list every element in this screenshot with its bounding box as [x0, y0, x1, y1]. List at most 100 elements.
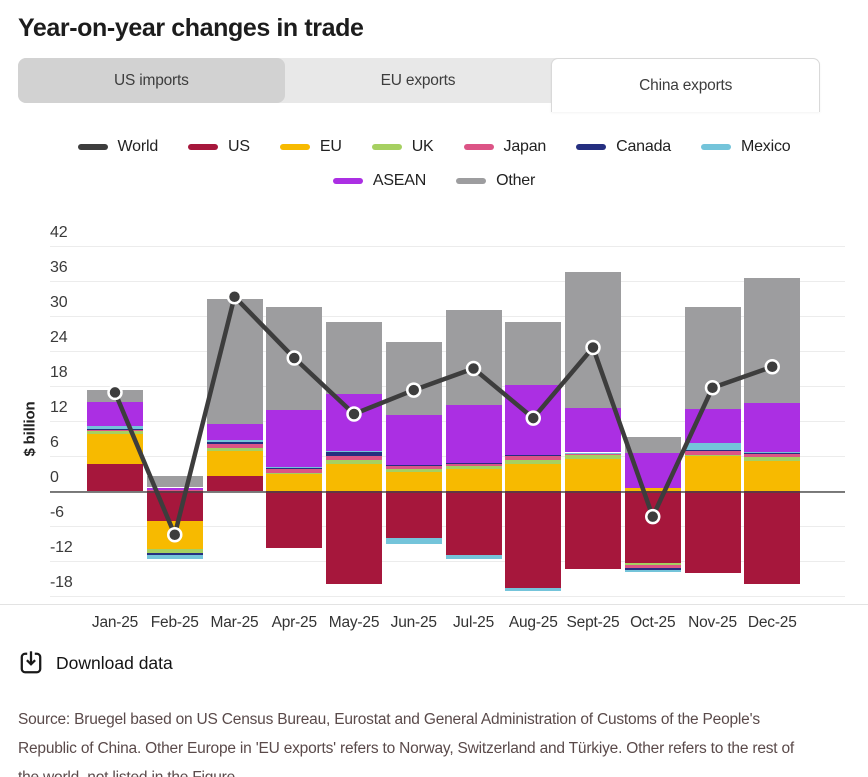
- bar-Nov-25-ASEAN: [684, 408, 741, 444]
- tab-bar: US imports EU exports China exports: [18, 58, 821, 112]
- legend-swatch-other: [456, 178, 487, 184]
- bar-Dec-25-EU: [744, 461, 801, 491]
- bar-Apr-25-Other: [266, 307, 323, 410]
- bar-Nov-25-Other: [684, 306, 741, 409]
- bar-Jan-25-Japan: [87, 429, 143, 431]
- legend-item-uk: UK: [371, 138, 434, 156]
- y-tick-label: 12: [50, 399, 68, 416]
- bar-Feb-25-Canada: [146, 552, 203, 555]
- bar-Nov-25-Canada: [684, 449, 741, 452]
- bar-May-25-US: [326, 491, 382, 585]
- bar-Jun-25-US: [385, 491, 442, 539]
- source-line-1: Source: Bruegel based on US Census Burea…: [18, 711, 760, 728]
- y-tick-label: 6: [50, 434, 59, 451]
- bar-Mar-25-UK: [206, 447, 263, 451]
- legend-label-eu: EU: [319, 138, 342, 155]
- bar-Jun-25-EU: [385, 471, 442, 491]
- gridline: [50, 596, 845, 597]
- bar-Apr-25-ASEAN: [266, 409, 323, 468]
- y-tick-label: 42: [50, 224, 68, 241]
- bar-Aug-25-ASEAN: [505, 385, 562, 456]
- bar-Aug-25-EU: [505, 464, 562, 491]
- legend-swatch-world: [77, 144, 108, 150]
- bar-Aug-25-UK: [505, 460, 562, 465]
- bar-May-25-Canada: [326, 451, 382, 456]
- bar-Mar-25-EU: [206, 450, 263, 476]
- bar-May-25-ASEAN: [326, 394, 382, 452]
- bar-May-25-EU: [326, 464, 382, 491]
- bar-Mar-25-Other: [206, 298, 263, 424]
- legend-item-mexico: Mexico: [700, 138, 791, 156]
- bar-Feb-25-Mexico: [146, 554, 203, 559]
- bar-Mar-25-US: [206, 475, 263, 491]
- bar-Oct-25-Japan: [624, 565, 681, 568]
- bar-May-25-UK: [326, 459, 382, 465]
- legend-item-eu: EU: [279, 138, 342, 156]
- x-axis-labels: Jan-25 Feb-25 Mar-25 Apr-25 May-25 Jun-25 Jul-…: [0, 608, 868, 640]
- bar-Dec-25-Mexico: [744, 452, 801, 454]
- bar-Sept-25-Mexico: [565, 452, 621, 454]
- bar-Apr-25-UK: [266, 472, 323, 475]
- bar-Nov-25-US: [684, 491, 741, 573]
- bar-Jul-25-US: [445, 491, 502, 555]
- bar-Oct-25-Mexico: [624, 569, 681, 573]
- bar-Jan-25-US: [87, 463, 143, 491]
- x-tick-label: Nov-25: [688, 614, 737, 631]
- download-label: Download data: [56, 652, 173, 673]
- bar-Jul-25-EU: [445, 468, 502, 491]
- source-line-3: the world, not listed in the Figure.: [18, 763, 820, 777]
- bar-Apr-25-EU: [266, 474, 323, 491]
- gridline: [50, 281, 845, 282]
- bar-Oct-25-Canada: [624, 568, 681, 570]
- x-tick-label: Jan-25: [91, 614, 139, 631]
- bar-May-25-Japan: [326, 456, 382, 460]
- legend-label-uk: UK: [411, 138, 434, 155]
- y-tick-label: 24: [50, 329, 68, 346]
- y-tick-label: 30: [50, 294, 68, 311]
- legend-swatch-us: [188, 144, 219, 150]
- legend-row-2: ASEAN Other: [0, 171, 868, 191]
- bar-Dec-25-US: [744, 491, 801, 584]
- download-icon: [18, 650, 44, 676]
- bar-Jan-25-EU: [87, 433, 143, 464]
- bar-Jul-25-ASEAN: [445, 404, 502, 463]
- bar-Jan-25-UK: [87, 430, 143, 434]
- bar-Jan-25-Mexico: [87, 426, 143, 429]
- bar-Jun-25-Other: [385, 341, 442, 415]
- bar-Feb-25-EU: [146, 521, 203, 550]
- bar-Jul-25-Canada: [445, 462, 502, 464]
- bar-Dec-25-Japan: [744, 453, 801, 457]
- chart-baseline: [0, 604, 868, 605]
- x-tick-label: Oct-25: [630, 614, 676, 631]
- legend-swatch-uk: [371, 144, 402, 150]
- tab-china-exports[interactable]: China exports: [551, 58, 821, 112]
- x-tick-label: Aug-25: [508, 614, 558, 631]
- bar-Jul-25-UK: [445, 465, 502, 469]
- source-note: Source: Bruegel based on US Census Burea…: [18, 705, 820, 777]
- bar-Nov-25-Mexico: [684, 443, 741, 450]
- bar-Nov-25-Japan: [684, 451, 741, 455]
- bar-Jun-25-Mexico: [385, 538, 442, 545]
- legend-item-us: US: [188, 138, 250, 156]
- bar-Aug-25-US: [505, 491, 562, 588]
- x-tick-label: Feb-25: [150, 614, 199, 631]
- y-tick-label: 18: [50, 364, 68, 381]
- bar-Nov-25-UK: [684, 454, 741, 456]
- bar-Nov-25-EU: [684, 456, 741, 491]
- tab-eu-exports[interactable]: EU exports: [380, 71, 456, 89]
- tab-us-imports[interactable]: US imports: [18, 58, 285, 103]
- bar-Aug-25-Japan: [505, 456, 562, 461]
- bar-Jan-25-Other: [87, 390, 143, 402]
- legend-item-asean: ASEAN: [332, 172, 426, 190]
- legend-swatch-mexico: [700, 144, 731, 150]
- bar-Apr-25-Japan: [266, 469, 323, 473]
- legend-item-world: World: [77, 138, 158, 156]
- bar-Jun-25-ASEAN: [385, 414, 442, 466]
- download-data-button[interactable]: Download data: [18, 650, 173, 676]
- legend-item-other: Other: [456, 172, 535, 190]
- legend-label-japan: Japan: [503, 138, 547, 155]
- legend-swatch-canada: [576, 144, 607, 150]
- bar-Feb-25-Other: [146, 476, 203, 488]
- legend-label-mexico: Mexico: [740, 138, 791, 155]
- x-tick-label: Mar-25: [210, 614, 259, 631]
